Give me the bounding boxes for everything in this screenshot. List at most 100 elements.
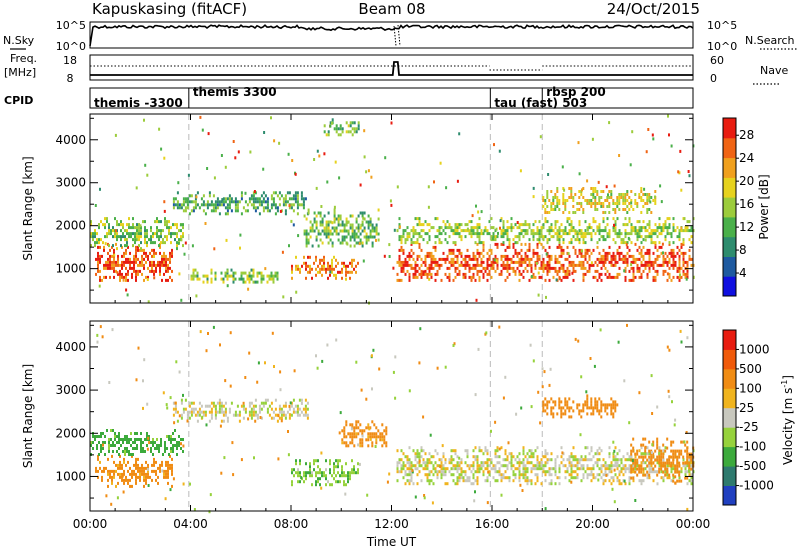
echo-cell (590, 406, 593, 410)
echo-cell (178, 272, 181, 276)
echo-cell (135, 245, 137, 249)
echo-cell (572, 211, 575, 214)
echo-cell (482, 241, 485, 245)
echo-cell (540, 235, 543, 239)
echo-cell (598, 260, 601, 264)
echo-cell (676, 275, 679, 279)
echo-cell (152, 453, 154, 456)
echo-cell (568, 461, 571, 465)
echo-cell (632, 229, 635, 233)
echo-cell (612, 238, 615, 242)
echo-cell (472, 482, 475, 486)
echo-cell (355, 264, 357, 268)
echo-cell (180, 416, 183, 420)
echo-cell (648, 458, 651, 462)
echo-cell (572, 226, 575, 230)
echo-cell (252, 413, 255, 417)
echo-cell (558, 254, 561, 258)
echo-cell (450, 458, 453, 462)
echo-cell (685, 431, 688, 434)
echo-cell (482, 470, 485, 474)
echo-cell (224, 271, 227, 275)
echo-cell (618, 257, 621, 261)
echo-cell (303, 471, 305, 475)
x-tick-label: 16:00 (475, 517, 510, 531)
echo-cell (130, 438, 132, 441)
echo-cell (570, 241, 573, 245)
echo-cell (504, 458, 507, 462)
echo-cell (337, 133, 340, 137)
echo-cell (307, 211, 310, 215)
echo-cell (168, 435, 170, 438)
echo-cell (568, 269, 571, 273)
echo-cell (252, 404, 255, 408)
echo-cell (190, 274, 193, 278)
echo-cell (688, 458, 691, 462)
echo-cell (167, 463, 169, 467)
echo-cell (564, 412, 567, 416)
echo-cell (351, 229, 354, 233)
echo-cell (618, 199, 621, 202)
echo-cell (604, 464, 607, 468)
echo-cell (690, 455, 693, 459)
echo-cell (562, 196, 565, 199)
echo-cell (454, 269, 457, 273)
echo-cell (606, 473, 609, 477)
echo-cell (123, 478, 125, 482)
echo-cell (572, 229, 575, 233)
echo-cell (492, 235, 495, 239)
echo-cell (526, 254, 529, 258)
echo-cell (520, 248, 523, 252)
echo-cell (291, 159, 294, 162)
echo-cell (258, 203, 261, 207)
echo-cell (602, 473, 605, 477)
echo-cell (252, 194, 255, 198)
echo-cell (540, 226, 543, 230)
echo-cell (325, 270, 327, 274)
echo-cell (363, 226, 366, 230)
echo-cell (260, 194, 263, 198)
echo-cell (319, 468, 321, 472)
echo-cell (260, 277, 263, 281)
echo-cell (256, 380, 259, 384)
echo-cell (408, 257, 411, 261)
echo-cell (131, 260, 133, 264)
echo-cell (410, 476, 413, 480)
echo-cell (131, 454, 133, 458)
echo-cell (528, 449, 531, 453)
echo-cell (664, 226, 667, 230)
echo-cell (125, 272, 127, 276)
echo-cell (490, 251, 493, 255)
echo-cell (276, 277, 279, 281)
echo-cell (292, 398, 295, 402)
echo-cell (464, 254, 467, 258)
echo-cell (406, 235, 409, 239)
echo-cell (650, 470, 653, 474)
echo-cell (130, 453, 132, 456)
echo-cell (516, 235, 519, 239)
echo-cell (690, 482, 693, 486)
echo-cell (631, 130, 634, 134)
echo-cell (686, 464, 689, 468)
echo-cell (128, 235, 130, 239)
echo-cell (158, 450, 160, 453)
echo-cell (566, 266, 569, 270)
echo-cell (634, 275, 637, 279)
echo-cell (498, 461, 501, 465)
echo-cell (456, 482, 459, 486)
echo-cell (361, 444, 364, 448)
echo-cell (124, 435, 126, 438)
echo-cell (616, 476, 619, 480)
colorbar-swatch (723, 197, 736, 218)
echo-cell (406, 226, 409, 230)
echo-cell (572, 278, 575, 282)
echo-cell (494, 238, 497, 242)
echo-cell (115, 269, 117, 273)
echo-cell (374, 445, 377, 448)
echo-cell (634, 455, 637, 459)
echo-cell (379, 435, 382, 439)
echo-cell (680, 229, 683, 233)
echo-cell (478, 449, 481, 453)
echo-cell (307, 232, 310, 236)
echo-cell (456, 266, 459, 270)
